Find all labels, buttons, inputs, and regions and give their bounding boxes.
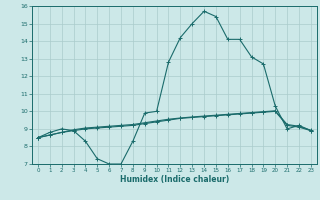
X-axis label: Humidex (Indice chaleur): Humidex (Indice chaleur): [120, 175, 229, 184]
